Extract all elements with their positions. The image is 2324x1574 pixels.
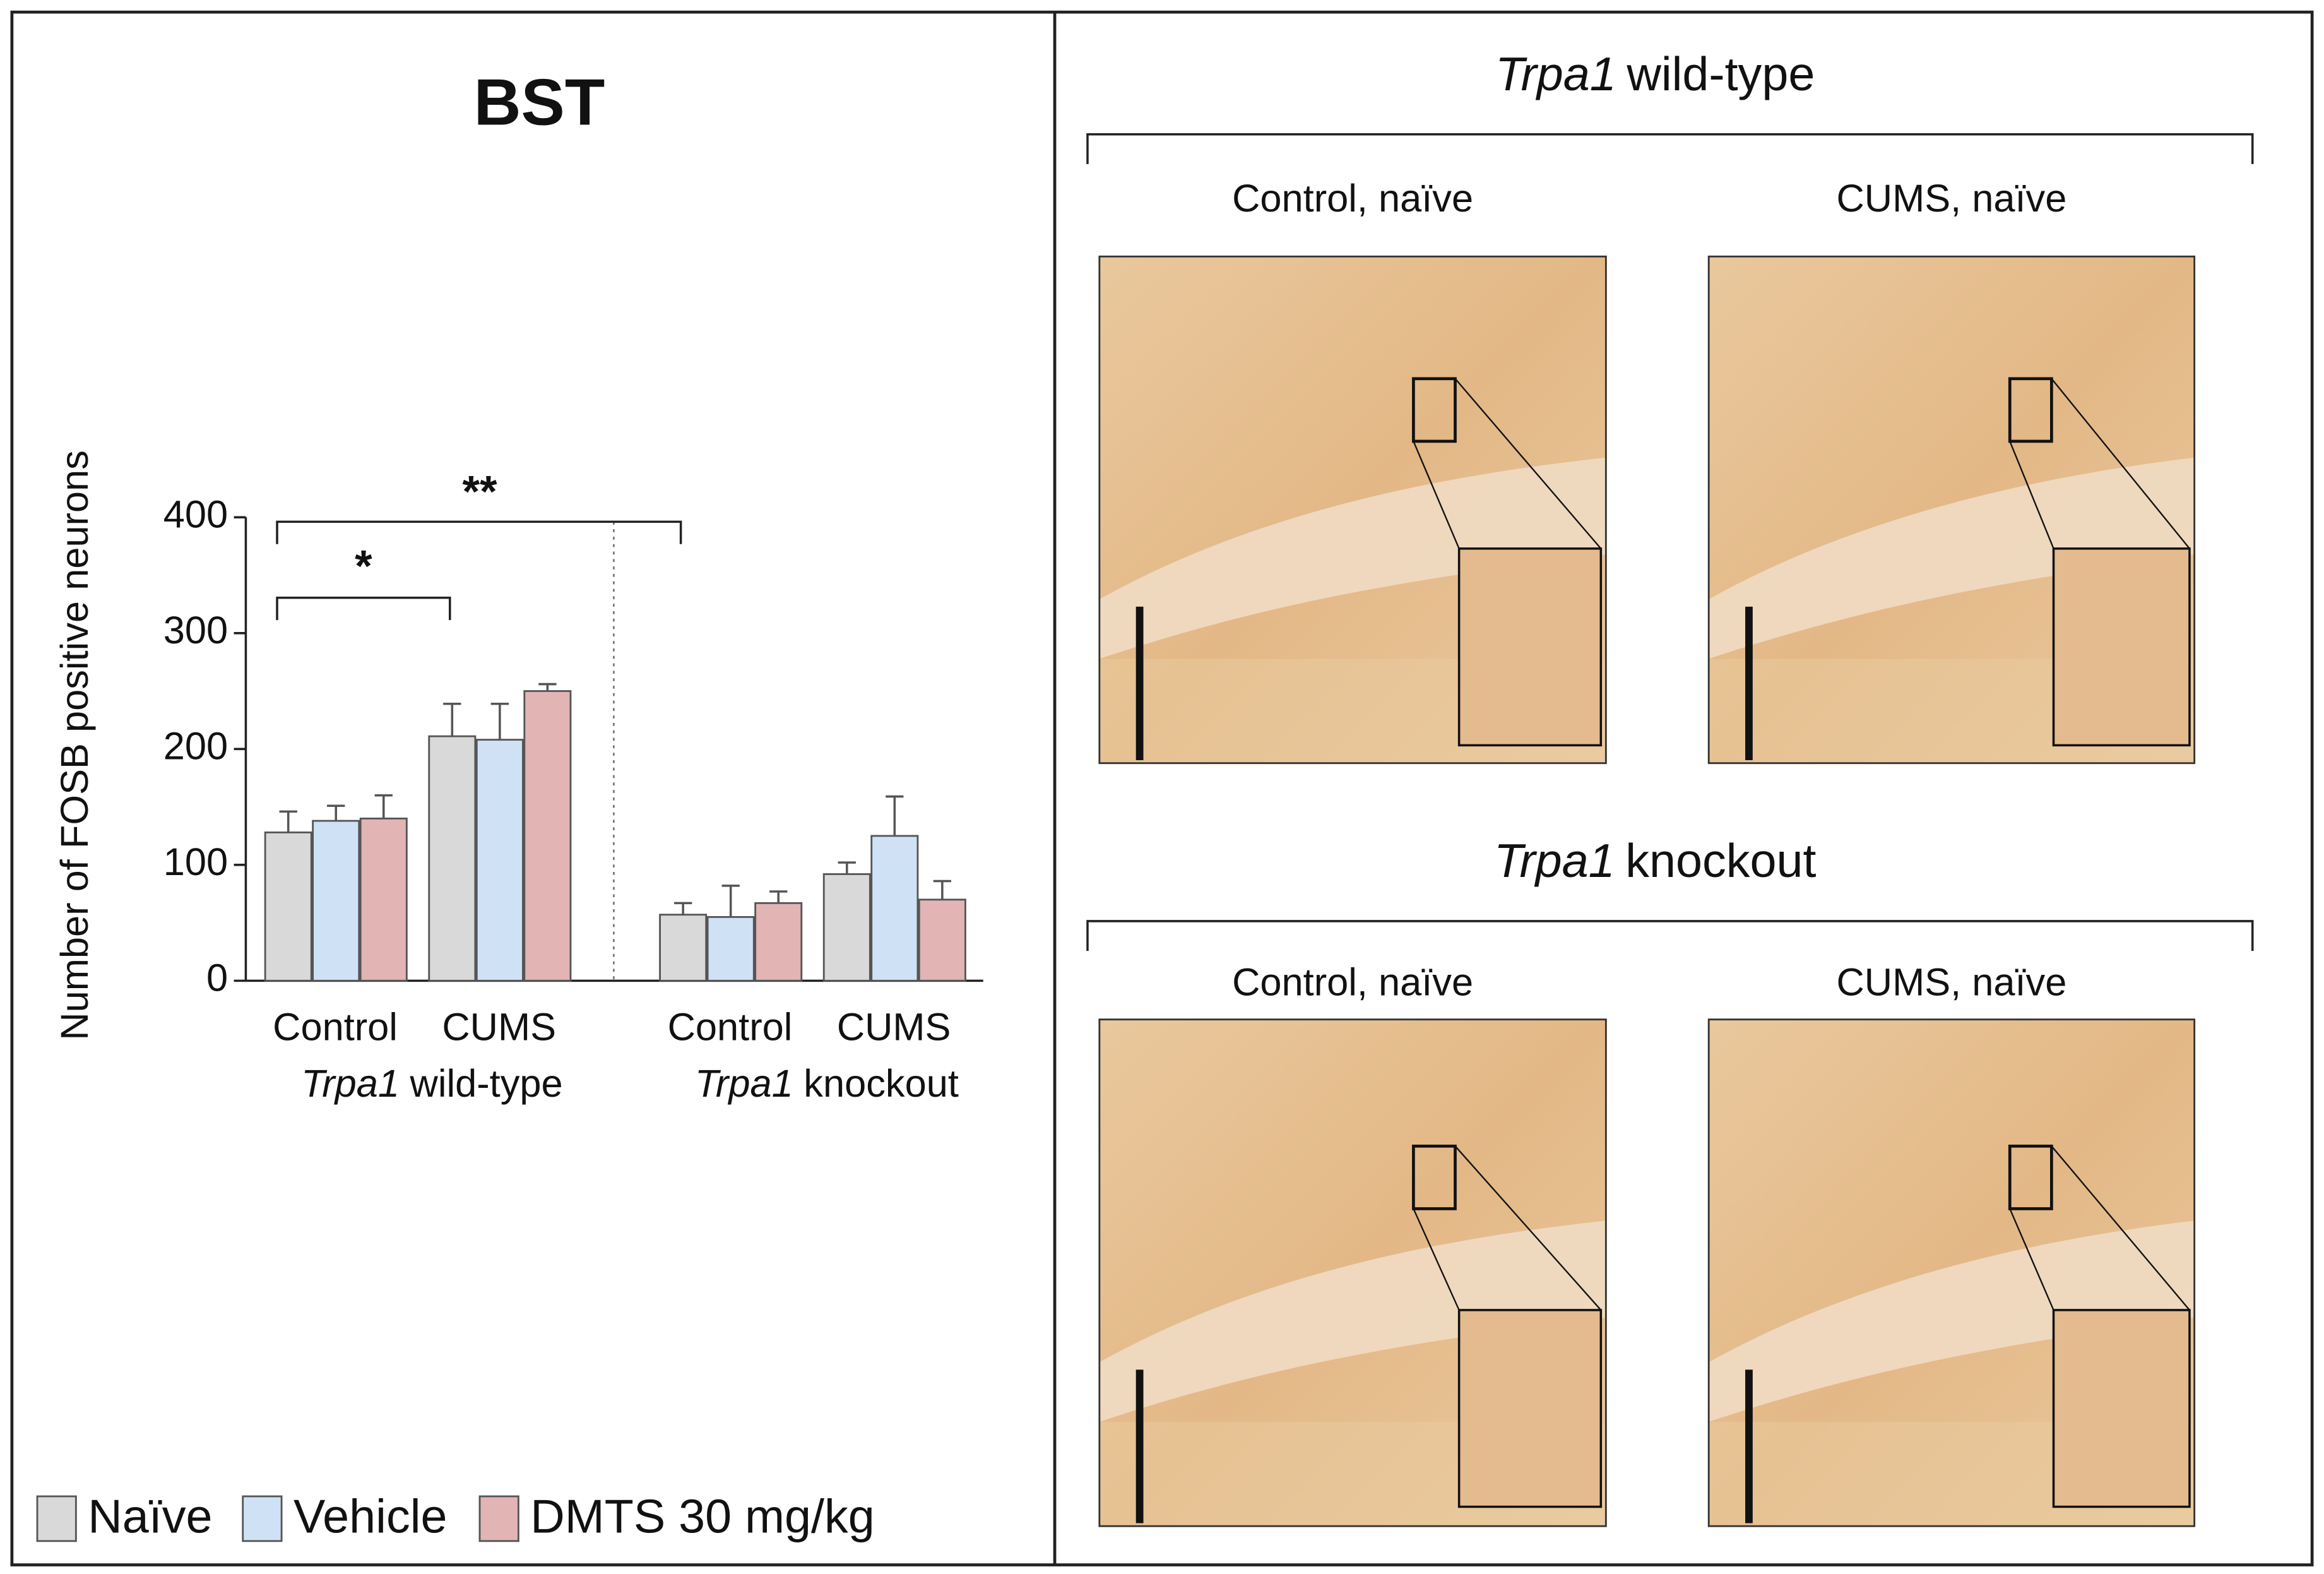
- image-label: Control, naïve: [1232, 961, 1473, 1005]
- white-matter: [1099, 457, 1606, 659]
- zoom-line: [1413, 1208, 1460, 1311]
- white-matter: [1099, 1220, 1606, 1422]
- zoom-line: [2009, 1208, 2054, 1311]
- y-tick-label: 200: [163, 725, 228, 768]
- y-tick-label: 100: [163, 840, 228, 884]
- roi-box: [2008, 377, 2053, 443]
- y-tick-label: 0: [206, 957, 228, 1000]
- legend-label: Vehicle: [293, 1491, 448, 1544]
- bar: [264, 832, 312, 982]
- annotation: *: [355, 542, 372, 592]
- image-label: CUMS, naïve: [1836, 177, 2066, 220]
- bar: [822, 873, 871, 982]
- roi-box: [1412, 377, 1457, 443]
- y-axis-label: Number of FOSB positive neurons: [53, 450, 97, 1040]
- gene-name: Trpa1: [1495, 48, 1616, 101]
- gene-name: Trpa1: [301, 1062, 400, 1106]
- zoom-line: [2051, 378, 2190, 549]
- x-tick-label: CUMS: [442, 1005, 556, 1049]
- bar: [918, 898, 966, 982]
- inset: [2052, 547, 2191, 747]
- image-border: [1098, 255, 1607, 765]
- image-border: [1707, 255, 2196, 765]
- image-border: [1707, 1018, 2196, 1527]
- micrograph: [1098, 1018, 1607, 1527]
- image-label: CUMS, naïve: [1836, 961, 2066, 1005]
- panel-bracket: [1086, 133, 2254, 164]
- zoom-line: [1454, 378, 1602, 549]
- x-tick-label: Control: [273, 1005, 398, 1049]
- white-matter: [1709, 1220, 2195, 1422]
- group-name: knockout: [803, 1062, 959, 1106]
- sig-bracket: [276, 596, 451, 621]
- white-matter: [1709, 457, 2195, 659]
- zoom-line: [1413, 441, 1460, 549]
- bar: [428, 735, 477, 982]
- group-name: wild-type: [1626, 48, 1815, 101]
- annotation: **: [462, 467, 497, 517]
- bar: [754, 902, 803, 982]
- zoom-line: [2051, 1145, 2190, 1311]
- bar: [475, 739, 524, 982]
- bar: [659, 914, 708, 982]
- legend-label: Naïve: [88, 1491, 212, 1544]
- y-tick-label: 300: [163, 609, 228, 652]
- sig-bracket: [276, 520, 682, 544]
- bar: [359, 818, 408, 982]
- panel-bracket: [1086, 920, 2254, 951]
- group-name: wild-type: [410, 1062, 563, 1106]
- group-label: Trpa1 wild-type: [301, 1062, 562, 1106]
- roi-box: [2008, 1144, 2053, 1210]
- legend-swatch: [242, 1495, 283, 1542]
- chart-title: BST: [474, 66, 605, 140]
- x-tick-label: CUMS: [837, 1005, 951, 1049]
- zoom-line: [2009, 441, 2054, 549]
- micrograph: [1098, 255, 1607, 765]
- legend-swatch: [36, 1495, 77, 1542]
- bar: [523, 690, 572, 982]
- micrograph: [1707, 1018, 2196, 1527]
- panel-title: Trpa1 wild-type: [1495, 48, 1815, 101]
- legend-label: DMTS 30 mg/kg: [530, 1491, 875, 1544]
- gene-name: Trpa1: [1494, 835, 1615, 888]
- image-border: [1098, 1018, 1607, 1527]
- image-label: Control, naïve: [1232, 177, 1473, 220]
- roi-box: [1412, 1144, 1457, 1210]
- micrograph: [1707, 255, 2196, 765]
- bar: [312, 820, 360, 982]
- group-label: Trpa1 knockout: [695, 1062, 959, 1106]
- legend-swatch: [478, 1495, 519, 1542]
- bar: [870, 835, 919, 982]
- inset: [1457, 1309, 1603, 1508]
- x-tick-label: Control: [668, 1005, 793, 1049]
- group-name: knockout: [1625, 835, 1816, 888]
- frame: [10, 10, 2314, 1566]
- inset: [2052, 1309, 2191, 1508]
- y-tick-label: 400: [163, 492, 228, 536]
- inset: [1457, 547, 1603, 747]
- zoom-line: [1454, 1145, 1602, 1311]
- bar: [706, 915, 755, 982]
- panel-title: Trpa1 knockout: [1494, 835, 1816, 888]
- gene-name: Trpa1: [695, 1062, 793, 1106]
